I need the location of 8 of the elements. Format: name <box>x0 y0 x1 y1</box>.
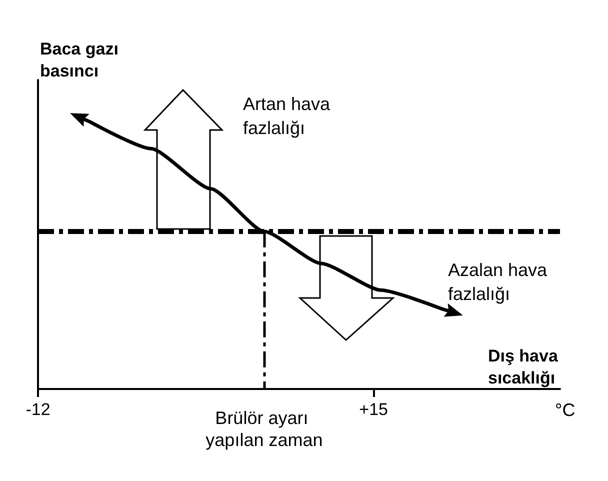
y-axis-title: Baca gazı basıncı <box>40 40 124 80</box>
x-axis-title: Dış hava sıcaklığı <box>488 346 563 388</box>
annotation: Azalan hava fazlalığı <box>448 260 552 304</box>
x-tick-label: -12 <box>26 400 50 419</box>
annotation: Artan hava fazlalığı <box>243 94 336 138</box>
ref-line-label: Brülör ayarı yapılan zaman <box>206 408 323 450</box>
text: °C <box>555 400 576 420</box>
x-tick-label: +15 <box>359 400 388 419</box>
